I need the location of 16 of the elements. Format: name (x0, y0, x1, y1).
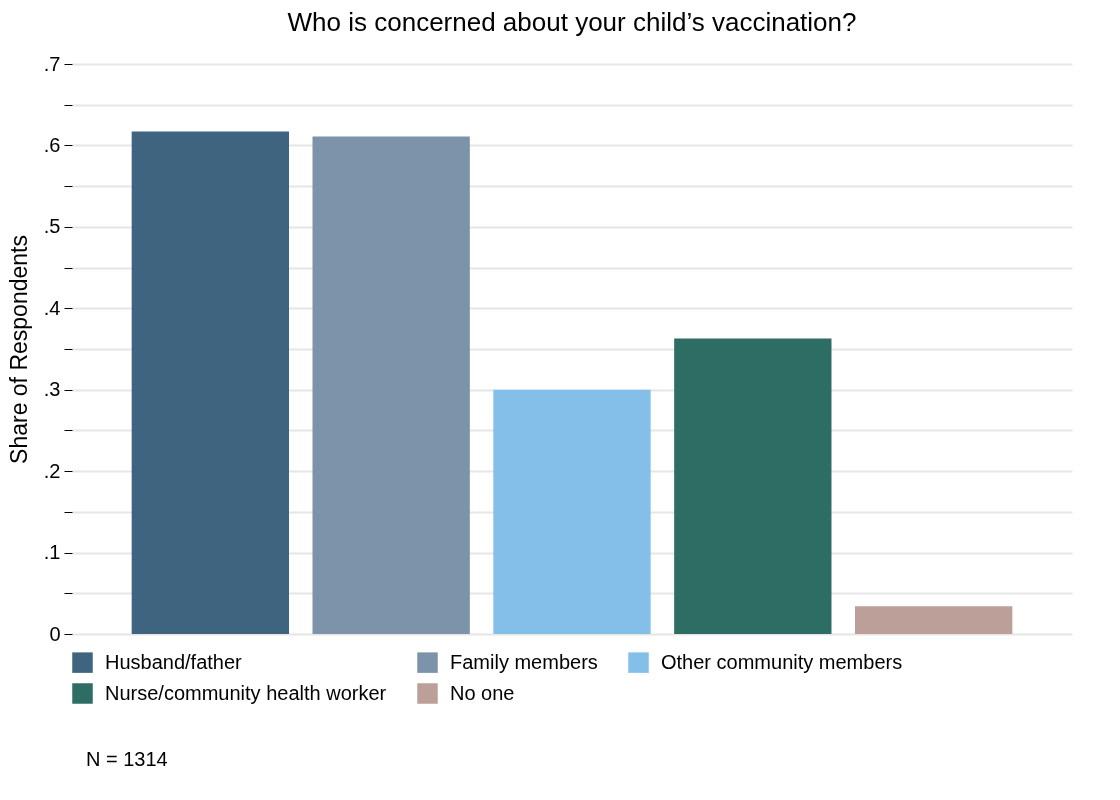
y-tick-label: .5 (43, 215, 61, 238)
y-tick-label: .3 (43, 378, 61, 401)
y-tick-label: .7 (43, 52, 61, 75)
y-tick-label: .1 (43, 541, 61, 564)
y-tick-label: .4 (43, 296, 61, 319)
legend-label: Other community members (661, 650, 903, 673)
text: N = 1314 (86, 748, 168, 771)
legend-label: No one (450, 681, 515, 704)
chart-title: Who is concerned about your child’s vaccination? (287, 7, 857, 37)
y-axis-title: Share of Respondents (5, 235, 32, 464)
legend-label: Husband/father (105, 650, 243, 673)
y-tick-label: 0 (49, 622, 61, 645)
legend-label: Nurse/community health worker (105, 681, 387, 704)
legend-label: Family members (450, 650, 598, 673)
y-tick-label: .2 (43, 459, 61, 482)
y-tick-label: .6 (43, 133, 61, 156)
